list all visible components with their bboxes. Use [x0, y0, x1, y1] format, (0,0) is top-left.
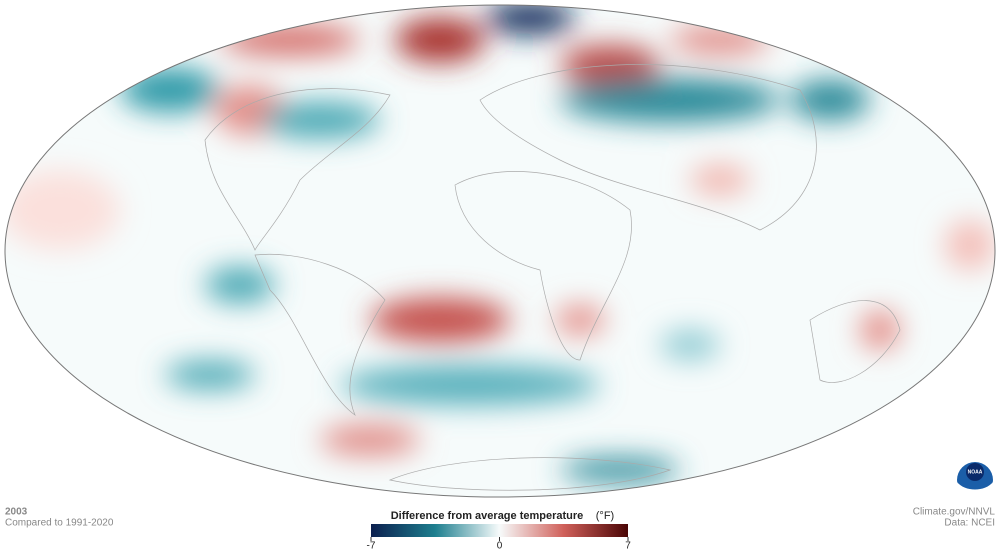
source: Climate.gov/NNVL: [913, 507, 996, 518]
anomaly-map: [5, 5, 995, 491]
noaa-logo: NOAA: [957, 462, 993, 500]
colorbar-tick-label: 7: [625, 541, 631, 552]
year: 2003: [5, 507, 28, 518]
data-credit: Data: NCEI: [944, 518, 995, 529]
map-outline: [4, 4, 996, 498]
baseline: Compared to 1991-2020: [5, 518, 114, 529]
colorbar-title: Difference from average temperature: [391, 510, 584, 522]
logo-text: NOAA: [968, 469, 983, 475]
colorbar-tick-label: 0: [497, 541, 503, 552]
colorbar-tick-label: -7: [367, 541, 376, 552]
colorbar-unit: (°F): [596, 510, 614, 522]
colorbar: [371, 524, 628, 537]
colorbar-ticks: -7 0 7: [367, 537, 631, 552]
